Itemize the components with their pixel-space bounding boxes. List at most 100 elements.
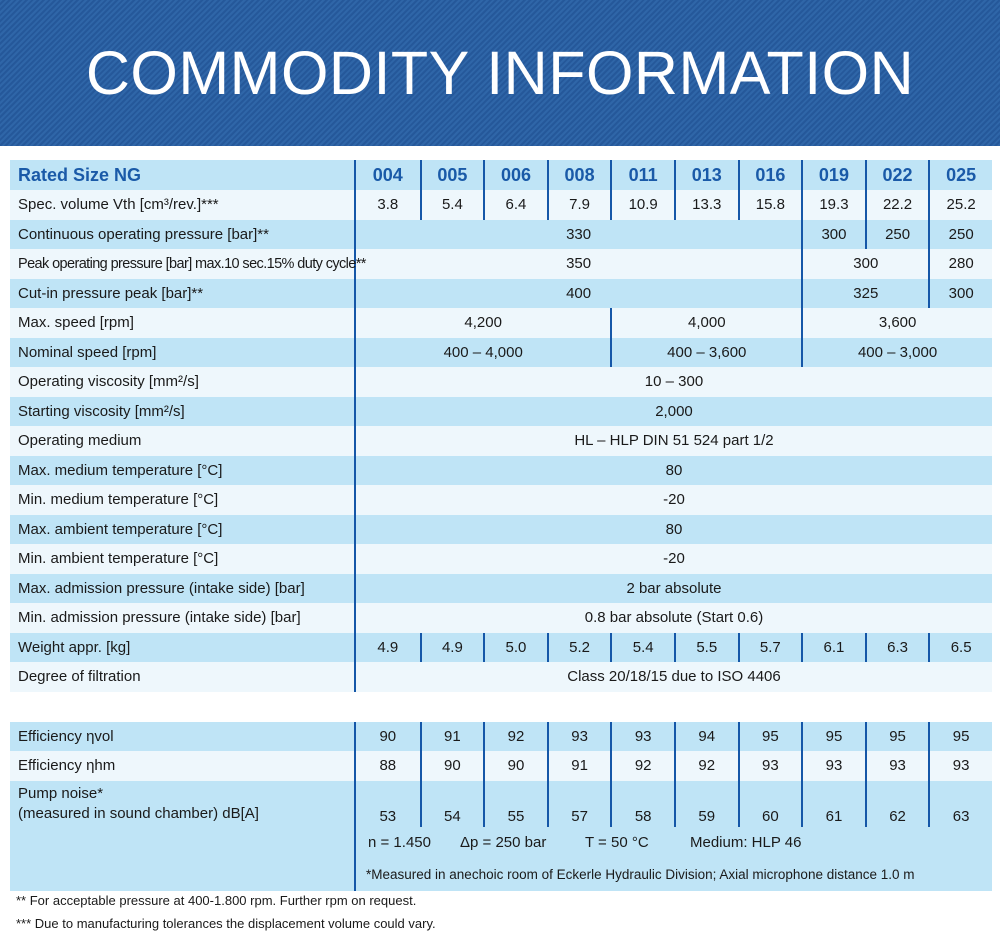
size-header: 004 (372, 164, 403, 185)
row-label: Operating viscosity [mm²/s] (10, 367, 356, 397)
efficiency-cell: 91 (546, 751, 611, 781)
value-cell: HL – HLP DIN 51 524 part 1/2 (574, 432, 774, 450)
noise-cell: 55 (483, 780, 547, 827)
table-row: Cut-in pressure peak [bar]** 400 325 300 (10, 278, 992, 308)
value-cell: 2 bar absolute (626, 579, 722, 597)
test-condition: T = 50 °C (585, 834, 649, 851)
value-cell: 5.0 (483, 632, 547, 662)
value-cell: 2,000 (655, 402, 693, 420)
efficiency-cell: 93 (610, 721, 674, 751)
row-values: 330 300 250 250 (356, 219, 992, 249)
efficiency-cell: 93 (546, 721, 611, 751)
table-row: Operating medium HL – HLP DIN 51 524 part… (10, 426, 992, 456)
table-row: Efficiency ηvol 90 91 92 93 93 94 95 95 95 95 (10, 721, 992, 751)
row-label: Max. admission pressure (intake side) [b… (10, 573, 356, 603)
row-label: Peak operating pressure [bar] max.10 sec… (10, 249, 366, 279)
value-cell: 13.3 (673, 190, 738, 220)
noise-cell: 59 (673, 780, 738, 827)
row-values: 004 005 006 008 011 013 016 019 022 025 (356, 160, 992, 190)
table-row: Efficiency ηhm 88 90 90 91 92 92 93 93 93 93 (10, 751, 992, 781)
row-label: Continuous operating pressure [bar]** (10, 219, 356, 249)
table-row: Operating viscosity [mm²/s] 10 – 300 (10, 367, 992, 397)
row-values: 4,200 4,000 3,600 (356, 308, 992, 338)
value-cell: 250 (928, 219, 992, 249)
row-label: Max. ambient temperature [°C] (10, 514, 356, 544)
test-condition: n = 1.450 (368, 834, 431, 851)
spacer (10, 692, 356, 722)
value-cell: 400 – 3,600 (610, 337, 801, 367)
noise-row: Pump noise* (measured in sound chamber) d… (10, 780, 992, 827)
table-row: Continuous operating pressure [bar]** 330… (10, 219, 992, 249)
row-values: -20 (356, 544, 992, 574)
value-cell: 250 (864, 219, 929, 249)
noise-cell: 54 (419, 780, 484, 827)
table-row: Max. admission pressure (intake side) [b… (10, 573, 992, 603)
value-cell: 0.8 bar absolute (Start 0.6) (584, 609, 764, 627)
value-cell: 19.3 (801, 190, 865, 220)
empty-label (10, 826, 356, 859)
noise-values: 53 54 55 57 58 59 60 61 62 63 (356, 780, 992, 827)
value-cell: 25.2 (928, 190, 992, 220)
row-label: Nominal speed [rpm] (10, 337, 356, 367)
value-cell: 3,600 (801, 308, 992, 338)
row-label: Degree of filtration (10, 662, 356, 692)
noise-label-line2: (measured in sound chamber) dB[A] (18, 804, 259, 822)
noise-label-line1: Pump noise* (18, 784, 104, 802)
efficiency-cell: 93 (801, 751, 865, 781)
size-header: 016 (737, 160, 802, 190)
row-values: 3.8 5.4 6.4 7.9 10.9 13.3 15.8 19.3 22.2 25.2 (356, 190, 992, 220)
row-values: HL – HLP DIN 51 524 part 1/2 (356, 426, 992, 456)
value-cell: 400 (566, 284, 592, 302)
size-header: 019 (801, 160, 865, 190)
footnote-volume: *** Due to manufacturing tolerances the … (16, 916, 436, 931)
row-values: 350 300 280 (356, 249, 992, 279)
table-row: Min. admission pressure (intake side) [b… (10, 603, 992, 633)
footnote-pressure: ** For acceptable pressure at 400-1.800 … (16, 893, 417, 908)
table-row: Min. ambient temperature [°C] -20 (10, 544, 992, 574)
spec-table: Rated Size NG 004 005 006 008 011 013 016 019 022… (10, 160, 992, 891)
size-header: 022 (864, 160, 929, 190)
spacer-row (10, 691, 992, 722)
efficiency-cell: 94 (673, 721, 738, 751)
efficiency-cell: 95 (737, 721, 802, 751)
noise-cell: 61 (801, 780, 865, 827)
value-cell: 5.4 (610, 632, 674, 662)
empty-label (10, 858, 356, 891)
conditions: n = 1.450 Δp = 250 bar T = 50 °C Medium: HL… (356, 827, 992, 859)
efficiency-cell: 92 (673, 751, 738, 781)
measurement-note: *Measured in anechoic room of Eckerle Hy… (366, 867, 915, 882)
row-label: Max. speed [rpm] (10, 308, 356, 338)
row-label: Min. medium temperature [°C] (10, 485, 356, 515)
value-cell: 4,200 (464, 314, 502, 332)
value-cell: 80 (665, 520, 683, 538)
value-cell: 325 (801, 278, 928, 308)
row-values: -20 (356, 485, 992, 515)
row-label: Cut-in pressure peak [bar]** (10, 278, 356, 308)
row-label: Min. admission pressure (intake side) [b… (10, 603, 356, 633)
value-cell: 6.4 (483, 190, 547, 220)
test-condition: Δp = 250 bar (460, 834, 547, 851)
noise-cell: 62 (864, 780, 929, 827)
value-cell: 4,000 (610, 308, 801, 338)
value-cell: 3.8 (377, 196, 399, 214)
value-cell: 80 (665, 461, 683, 479)
table-row: Weight appr. [kg] 4.9 4.9 5.0 5.2 5.4 5.5 5.7 6.… (10, 632, 992, 662)
efficiency-cell: 93 (737, 751, 802, 781)
efficiency-cell: 95 (928, 721, 992, 751)
row-values: 10 – 300 (356, 367, 992, 397)
value-cell: 350 (566, 255, 592, 273)
value-cell: 5.7 (737, 632, 802, 662)
table-row: Min. medium temperature [°C] -20 (10, 485, 992, 515)
value-cell: Class 20/18/15 due to ISO 4406 (567, 668, 781, 686)
efficiency-cell: 90 (379, 727, 397, 745)
value-cell: 10.9 (610, 190, 674, 220)
size-header: 008 (546, 160, 611, 190)
value-cell: 22.2 (864, 190, 929, 220)
row-values: 400 – 4,000 400 – 3,600 400 – 3,000 (356, 337, 992, 367)
value-cell: 4.9 (377, 638, 399, 656)
row-values: 400 325 300 (356, 278, 992, 308)
conditions-row: n = 1.450 Δp = 250 bar T = 50 °C Medium: HL… (10, 826, 992, 859)
value-cell: 400 – 4,000 (443, 343, 523, 361)
efficiency-cell: 93 (864, 751, 929, 781)
row-label: Starting viscosity [mm²/s] (10, 396, 356, 426)
